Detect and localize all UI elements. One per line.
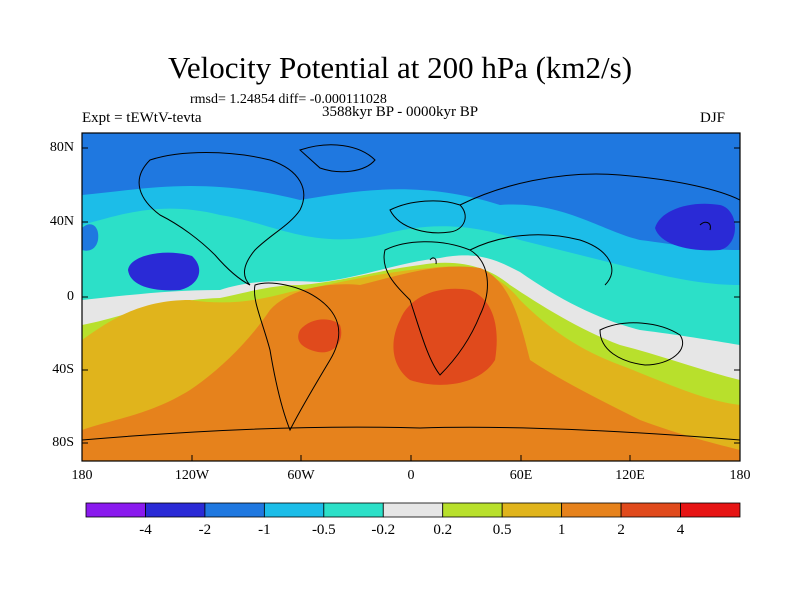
contour-fields	[82, 133, 740, 461]
lon-tick-label: 180	[71, 468, 93, 483]
field-neg-2-westpacific	[655, 203, 735, 251]
lat-tick-label: 0	[67, 289, 74, 304]
colorbar-label: 1	[557, 522, 566, 538]
lat-tick-label: 80S	[52, 435, 74, 450]
field-pos-2-america	[298, 319, 342, 353]
colorbar-label: -0.2	[371, 522, 396, 538]
colorbar-swatch	[561, 502, 622, 518]
lon-tick-label: 0	[407, 468, 415, 483]
experiment-label: Expt = tEWtV-tevta	[82, 110, 202, 126]
field-neg-2-pacific	[128, 252, 200, 291]
lon-tick-label: 180	[729, 468, 751, 483]
chart-title: Velocity Potential at 200 hPa (km2/s)	[167, 50, 633, 85]
field-teal-patch	[145, 213, 215, 233]
field-pos-2-africa	[393, 288, 497, 385]
field-neg-1-edge	[82, 224, 99, 251]
coastlines	[82, 144, 740, 441]
colorbar-label: 0.2	[433, 522, 453, 538]
colorbar-swatch	[145, 502, 206, 518]
lon-tick-label: 120E	[615, 468, 645, 483]
colorbar-label: -4	[139, 522, 152, 538]
lon-tick-label: 120W	[174, 468, 210, 483]
lat-tick-label: 40N	[49, 214, 74, 229]
colorbar-swatch	[442, 502, 503, 518]
stats-label: rmsd= 1.24854 diff= -0.000111028	[190, 92, 387, 107]
colorbar-label: -1	[258, 522, 271, 538]
colorbar-swatch	[620, 502, 681, 518]
colorbar-swatch	[323, 502, 384, 518]
season-label: DJF	[700, 110, 726, 126]
colorbar-swatch	[85, 502, 146, 518]
colorbar-label: -2	[198, 522, 212, 538]
colorbar-swatch	[501, 502, 563, 518]
colorbar	[85, 502, 741, 518]
lat-tick-label: 80N	[49, 140, 74, 155]
period-label: 3588kyr BP - 0000kyr BP	[322, 104, 479, 120]
colorbar-label: 2	[617, 522, 625, 538]
colorbar-swatch	[382, 502, 444, 518]
lon-tick-label: 60W	[287, 468, 315, 483]
colorbar-label: 0.5	[492, 522, 512, 538]
colorbar-label: 4	[676, 522, 685, 538]
lon-tick-label: 60E	[509, 468, 533, 483]
colorbar-swatch	[680, 502, 741, 518]
lat-tick-label: 40S	[52, 362, 74, 377]
colorbar-label: -0.5	[311, 522, 336, 538]
colorbar-swatch	[263, 502, 325, 518]
axis-ticks	[81, 147, 741, 461]
colorbar-swatch	[204, 502, 265, 518]
